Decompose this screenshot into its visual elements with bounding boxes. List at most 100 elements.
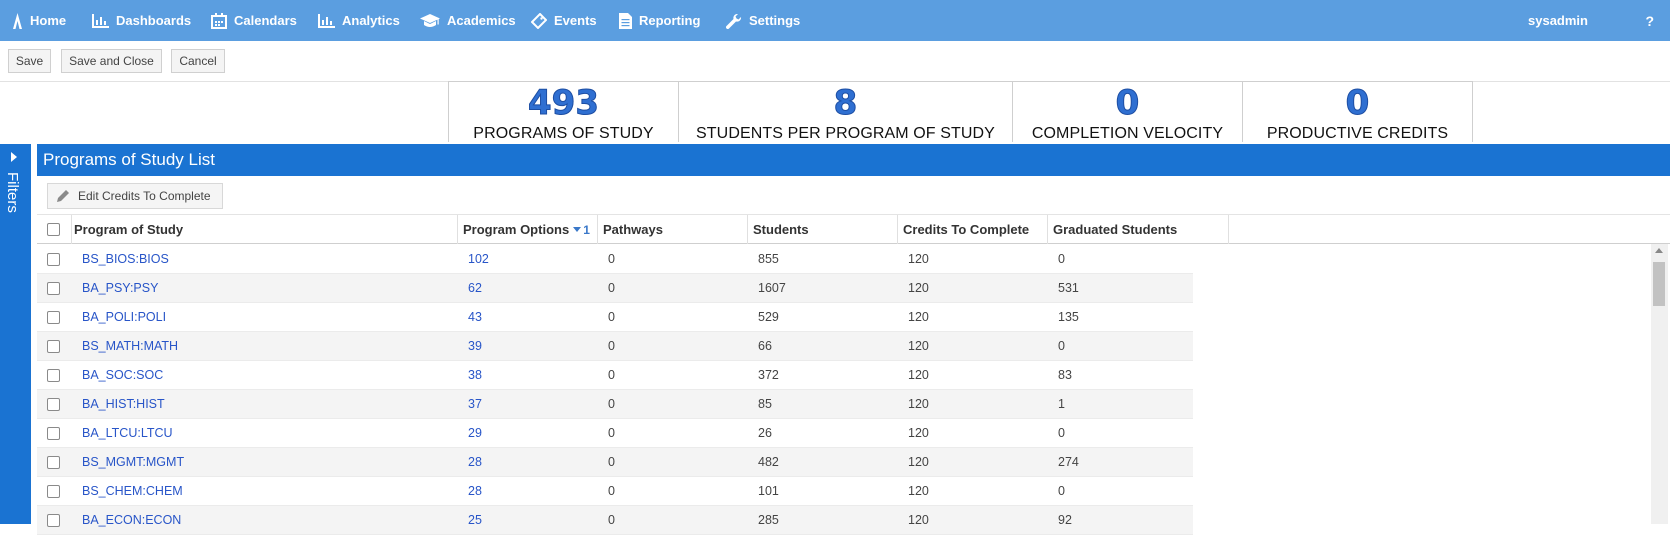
nav-academics[interactable]: Academics	[420, 0, 516, 41]
wrench-icon	[726, 13, 742, 29]
panel-title: Programs of Study List	[37, 144, 1670, 176]
scrollbar-thumb[interactable]	[1653, 262, 1665, 306]
edit-credits-label: Edit Credits To Complete	[78, 189, 211, 203]
cell-credits: 120	[908, 281, 929, 295]
column-header-program-options[interactable]: Program Options 1	[458, 215, 598, 244]
column-header-graduated[interactable]: Graduated Students	[1048, 215, 1229, 244]
vertical-scrollbar[interactable]	[1651, 244, 1668, 524]
nav-settings-label: Settings	[749, 13, 801, 28]
cell-program-options[interactable]: 102	[468, 252, 489, 266]
cell-pathways: 0	[608, 281, 615, 295]
nav-events-label: Events	[554, 13, 597, 28]
table-row[interactable]: BA_SOC:SOC 38 0 372 120 83	[37, 361, 1193, 390]
row-select-cell	[47, 245, 60, 273]
nav-analytics[interactable]: Analytics	[318, 0, 400, 41]
cell-students: 66	[758, 339, 772, 353]
table-row[interactable]: BS_MGMT:MGMT 28 0 482 120 274	[37, 448, 1193, 477]
cell-credits: 120	[908, 426, 929, 440]
row-checkbox[interactable]	[47, 339, 60, 353]
nav-analytics-label: Analytics	[342, 13, 400, 28]
row-select-cell	[47, 332, 60, 360]
cell-pathways: 0	[608, 397, 615, 411]
table-row[interactable]: BA_LTCU:LTCU 29 0 26 120 0	[37, 419, 1193, 448]
cell-students: 1607	[758, 281, 786, 295]
filters-panel-toggle[interactable]: Filters	[0, 144, 31, 524]
nav-reporting[interactable]: Reporting	[619, 0, 700, 41]
help-button[interactable]: ?	[1645, 12, 1654, 29]
cell-program-options[interactable]: 38	[468, 368, 482, 382]
row-checkbox[interactable]	[47, 513, 60, 527]
scroll-up-arrow-icon[interactable]	[1655, 248, 1663, 253]
cell-program[interactable]: BA_PSY:PSY	[82, 281, 159, 295]
table-row[interactable]: BS_CHEM:CHEM 28 0 101 120 0	[37, 477, 1193, 506]
kpi-productive-credits: 0 PRODUCTIVE CREDITS	[1242, 81, 1473, 142]
row-checkbox[interactable]	[47, 310, 60, 324]
row-checkbox[interactable]	[47, 252, 60, 266]
row-select-cell	[47, 361, 60, 389]
row-checkbox[interactable]	[47, 455, 60, 469]
save-and-close-button[interactable]: Save and Close	[61, 49, 162, 73]
table-row[interactable]: BS_BIOS:BIOS 102 0 855 120 0	[37, 245, 1193, 274]
table-row[interactable]: BA_ECON:ECON 25 0 285 120 92	[37, 506, 1193, 535]
edit-credits-button[interactable]: Edit Credits To Complete	[47, 183, 223, 209]
kpi-completion-velocity: 0 COMPLETION VELOCITY	[1012, 81, 1243, 142]
nav-events[interactable]: Events	[531, 0, 597, 41]
cell-program[interactable]: BS_CHEM:CHEM	[82, 484, 183, 498]
cell-students: 285	[758, 513, 779, 527]
cancel-button[interactable]: Cancel	[171, 49, 225, 73]
cell-program[interactable]: BA_POLI:POLI	[82, 310, 167, 324]
row-checkbox[interactable]	[47, 281, 60, 295]
cell-program-options[interactable]: 39	[468, 339, 482, 353]
column-header-program[interactable]: Program of Study	[72, 215, 458, 244]
table-row[interactable]: BA_PSY:PSY 62 0 1607 120 531	[37, 274, 1193, 303]
user-menu[interactable]: sysadmin	[1528, 13, 1588, 28]
cell-program-options[interactable]: 29	[468, 426, 482, 440]
cell-credits: 120	[908, 252, 929, 266]
cell-program-options[interactable]: 43	[468, 310, 482, 324]
cell-program-options[interactable]: 37	[468, 397, 482, 411]
select-all-checkbox[interactable]	[47, 223, 60, 236]
cell-graduated: 0	[1058, 484, 1065, 498]
cell-program-options[interactable]: 25	[468, 513, 482, 527]
cell-program[interactable]: BS_MGMT:MGMT	[82, 455, 185, 469]
save-button[interactable]: Save	[8, 49, 51, 73]
cell-pathways: 0	[608, 310, 615, 324]
row-checkbox[interactable]	[47, 368, 60, 382]
column-header-pathways[interactable]: Pathways	[598, 215, 748, 244]
nav-dashboards[interactable]: Dashboards	[92, 0, 191, 41]
cell-pathways: 0	[608, 426, 615, 440]
row-select-cell	[47, 303, 60, 331]
cell-program-options[interactable]: 28	[468, 484, 482, 498]
cell-graduated: 92	[1058, 513, 1072, 527]
cell-program[interactable]: BA_SOC:SOC	[82, 368, 164, 382]
cell-program[interactable]: BS_BIOS:BIOS	[82, 252, 169, 266]
nav-calendars[interactable]: Calendars	[211, 0, 297, 41]
nav-home[interactable]: Home	[12, 0, 66, 41]
nav-settings[interactable]: Settings	[726, 0, 800, 41]
table-row[interactable]: BA_HIST:HIST 37 0 85 120 1	[37, 390, 1193, 419]
cell-program-options[interactable]: 28	[468, 455, 482, 469]
document-icon	[619, 12, 632, 29]
cell-graduated: 1	[1058, 397, 1065, 411]
table-row[interactable]: BS_MATH:MATH 39 0 66 120 0	[37, 332, 1193, 361]
cell-program[interactable]: BA_LTCU:LTCU	[82, 426, 173, 440]
expand-arrow-icon	[11, 152, 17, 162]
row-checkbox[interactable]	[47, 484, 60, 498]
cell-pathways: 0	[608, 455, 615, 469]
column-header-students[interactable]: Students	[748, 215, 898, 244]
grid-header: Program of Study Program Options 1 Pathw…	[37, 214, 1670, 244]
cell-pathways: 0	[608, 368, 615, 382]
table-row[interactable]: BA_POLI:POLI 43 0 529 120 135	[37, 303, 1193, 332]
row-checkbox[interactable]	[47, 397, 60, 411]
cell-program[interactable]: BA_HIST:HIST	[82, 397, 165, 411]
cell-program-options[interactable]: 62	[468, 281, 482, 295]
cell-pathways: 0	[608, 513, 615, 527]
kpi-value: 0	[1345, 83, 1370, 123]
kpi-label: COMPLETION VELOCITY	[1031, 125, 1224, 142]
bar-chart-icon	[318, 13, 335, 28]
row-checkbox[interactable]	[47, 426, 60, 440]
kpi-students-per-program: 8 STUDENTS PER PROGRAM OF STUDY	[678, 81, 1013, 142]
cell-program[interactable]: BS_MATH:MATH	[82, 339, 179, 353]
cell-program[interactable]: BA_ECON:ECON	[82, 513, 182, 527]
column-header-credits[interactable]: Credits To Complete	[898, 215, 1048, 244]
